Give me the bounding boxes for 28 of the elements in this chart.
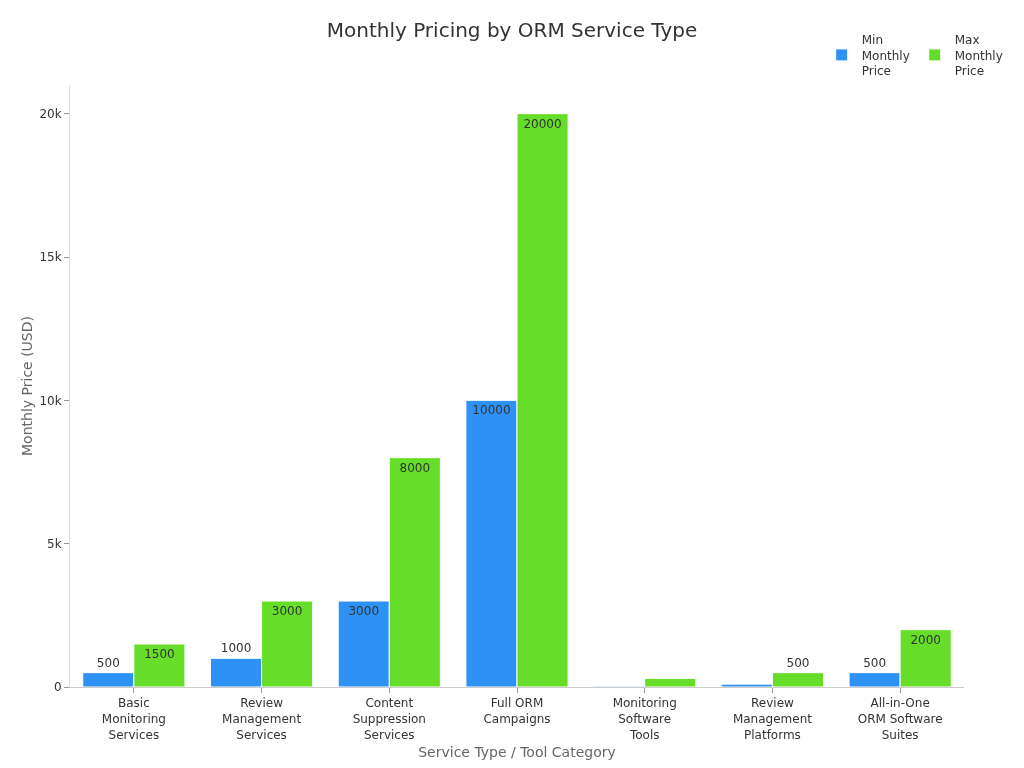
data-label: 3000 <box>348 604 380 618</box>
y-tick-label: 0 <box>53 680 62 695</box>
data-label: 500 <box>786 655 810 670</box>
x-axis-title: Service Type / Tool Category <box>418 743 616 760</box>
x-tick-label: Basic Monitoring Services <box>101 696 166 742</box>
data-label: 10000 <box>472 403 511 418</box>
y-tick-label: 10k <box>39 393 62 408</box>
legend-label: Min Monthly Price <box>861 32 910 79</box>
x-tick-label: Content Suppression Services <box>352 696 426 742</box>
x-tick-label: Full ORM Campaigns <box>483 696 551 726</box>
data-label: 500 <box>863 655 887 670</box>
chart-title: Monthly Pricing by ORM Service Type <box>326 18 698 43</box>
x-tick-label: Monitoring Software Tools <box>612 696 677 742</box>
data-label: 8000 <box>399 460 431 475</box>
data-label: 1000 <box>220 641 252 656</box>
y-tick-label: 20k <box>39 106 62 121</box>
data-label: 1500 <box>144 647 175 661</box>
data-label: 2000 <box>910 632 941 647</box>
y-axis-title: Monthly Price (USD) <box>19 316 35 456</box>
data-label: 20000 <box>523 116 562 131</box>
x-tick-label: All-in-One ORM Software Suites <box>857 696 943 742</box>
legend-label: Max Monthly Price <box>954 32 1003 79</box>
data-label: 500 <box>96 655 120 670</box>
y-tick-label: 5k <box>47 536 62 551</box>
x-tick-label: Review Management Services <box>222 696 302 742</box>
data-label: 3000 <box>271 604 303 618</box>
x-tick-label: Review Management Platforms <box>732 696 813 742</box>
y-tick-label: 15k <box>39 250 62 265</box>
